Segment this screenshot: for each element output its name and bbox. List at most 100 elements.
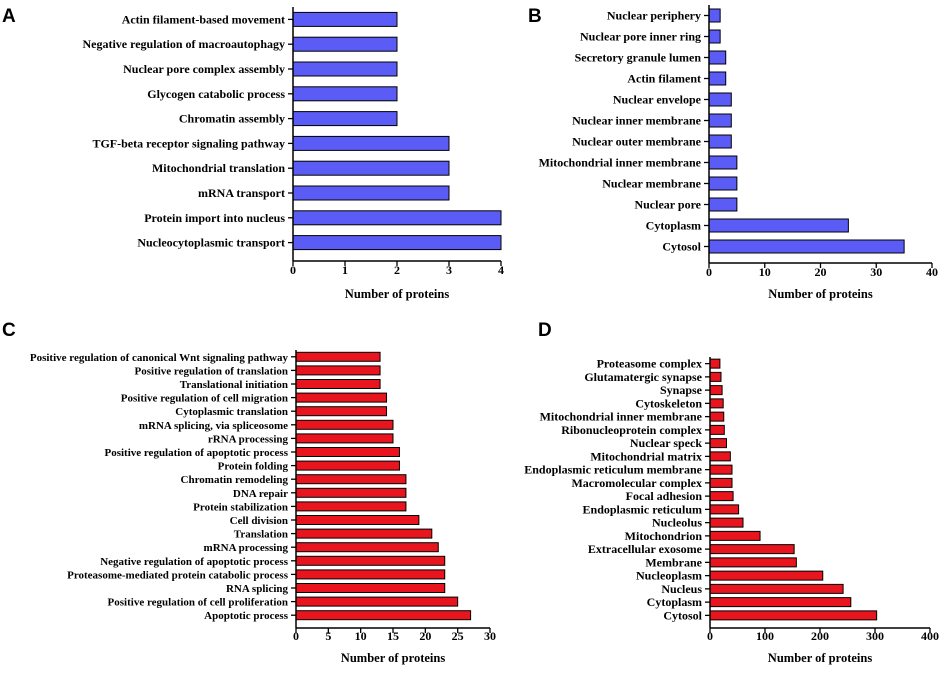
panel-C-category-label: Positive regulation of cell proliferatio… [108,597,288,609]
panel-C-bar [295,515,420,525]
panel-C-bar [295,501,407,512]
panel-B-category-label: Nuclear membrane [602,177,701,191]
panel-C-category-label: mRNA processing [204,542,289,554]
panel-D-category-label: Mitochondrion [625,529,703,543]
panel-D-category-label: Nucleus [661,582,702,596]
panel-D-bar [709,597,852,608]
panel-B-category-label: Mitochondrial inner membrane [539,156,702,170]
panel-C-bar [295,487,407,498]
panel-D-bar [709,504,740,515]
panel-D-bar [709,451,731,462]
panel-C-xtick-label: 15 [387,629,399,643]
panel-A-bar [292,61,398,77]
panel-C-bar [295,555,446,566]
panel-C-bar [295,474,407,485]
panel-C-bar [295,596,459,607]
panel-D-x-axis-title: Number of proteins [768,651,873,665]
panel-A-bar [292,235,502,251]
panel-D-category-label: Cytosol [663,608,702,622]
panel-D-category-label: Mitochondrial inner membrane [540,410,703,424]
panel-B-category-label: Nuclear pore [634,198,701,212]
panel-C-category-label: Apoptotic process [204,610,289,622]
panel-A-xtick-label: 3 [446,263,452,277]
panel-D-bar [709,544,795,555]
panel-A-xtick-label: 1 [342,263,348,277]
panel-D-bar [709,438,727,449]
panel-B-bar [708,218,849,233]
panel-D-category-label: Nucleolus [652,516,702,530]
panel-B-xtick-label: 30 [870,265,882,279]
panel-C-category-label: rRNA processing [208,433,289,445]
panel-D-bar [709,491,734,502]
panel-C-bar [295,528,433,539]
panel-A-bar [292,210,502,226]
panel-D-xtick-label: 100 [756,629,774,643]
panel-D-category-label: Glutamatergic synapse [584,370,702,384]
panel-C-bar [295,392,388,403]
panel-D-category-label: Synapse [660,383,703,397]
panel-B-bar [708,239,905,254]
panel-D-category-label: Proteasome complex [597,357,702,371]
panel-A-category-label: mRNA transport [198,186,285,200]
panel-D-category-label: Nucleoplasm [636,569,702,583]
panel-C-bar [295,419,394,430]
panel-C-category-label: RNA splicing [226,583,289,595]
panel-D-category-label: Endoplasmic reticulum membrane [524,463,702,477]
panel-D-bar [709,424,725,435]
panel-C-xtick-label: 5 [325,629,331,643]
panel-D-category-label: Ribonucleoprotein complex [561,423,702,437]
panel-A-bar [292,11,398,27]
panel-B-category-label: Secretory granule lumen [575,51,702,65]
panel-C-category-label: mRNA splicing, via spliceosome [139,420,288,432]
panel-A-category-label: Actin filament-based movement [122,12,285,26]
panel-D-bar [709,385,723,396]
panel-B-category-label: Cytoplasm [646,219,701,233]
panel-D-category-label: Macromolecular complex [571,476,702,490]
panel-A-bar [292,185,450,201]
panel-D-letter: D [538,320,552,341]
panel-C-bar [295,351,381,362]
panel-B-bar [708,197,738,212]
panel-C-letter: C [2,320,16,341]
panel-D-category-label: Mitochondrial matrix [590,449,702,463]
panel-A-xtick-label: 4 [498,263,504,277]
panel-C-category-label: Positive regulation of canonical Wnt sig… [30,352,289,364]
panel-C-category-label: Translation [234,529,288,541]
panel-B-category-label: Nuclear envelope [613,93,702,107]
panel-B-bar [708,134,732,149]
panel-B-category-label: Nuclear outer membrane [572,135,702,149]
panel-D-bar [709,583,844,594]
panel-A-bar [292,160,450,176]
panel-A-bar [292,111,398,127]
panel-B-letter: B [528,6,542,27]
panel-C-bar [295,569,446,580]
panel-C-category-label: Protein folding [218,461,289,473]
panel-A-category-label: Protein import into nucleus [144,211,285,225]
panel-D-bar [709,530,761,541]
panel-C-category-label: Positive regulation of translation [135,365,288,377]
panel-A-letter: A [2,6,16,27]
panel-B-x-axis-title: Number of proteins [768,287,873,301]
panel-B-xtick-label: 40 [926,265,938,279]
panel-A-category-label: Negative regulation of macroautophagy [82,37,285,51]
panel-D-category-label: Extracellular exosome [588,542,703,556]
panel-B-xtick-label: 20 [815,265,827,279]
panel-D-category-label: Cytoplasm [647,595,702,609]
panel-B-xtick-label: 0 [706,265,712,279]
panel-D-bar [709,411,725,422]
panel-D-bar [709,398,724,409]
panel-D-bar [709,517,744,528]
panel-D-bar [709,371,722,382]
panel-C-category-label: Proteasome-mediated protein catabolic pr… [67,569,289,581]
panel-B-xtick-label: 10 [759,265,771,279]
panel-C-xtick-label: 0 [293,629,299,643]
panel-C-bar [295,406,388,417]
panel-C-xtick-label: 20 [419,629,431,643]
panel-B-bar [708,113,732,128]
panel-D-bar [709,610,878,621]
panel-A-category-label: Glycogen catabolic process [147,87,285,101]
panel-B-category-label: Cytosol [662,240,701,254]
panel-A-x-axis-title: Number of proteins [345,287,450,301]
panel-D-xtick-label: 300 [866,629,884,643]
panel-B-category-label: Nuclear pore inner ring [580,30,701,44]
